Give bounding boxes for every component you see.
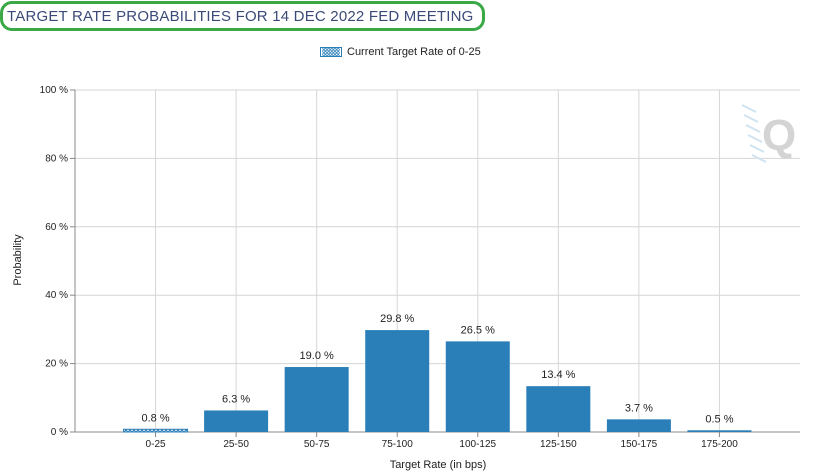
q-watermark-icon: Q: [741, 104, 796, 163]
legend-swatch-hatched: [320, 47, 342, 57]
y-tick-label: 60 %: [45, 222, 68, 233]
legend: Current Target Rate of 0-25: [320, 46, 481, 58]
bar-100-125: [445, 341, 510, 432]
chart-title: TARGET RATE PROBABILITIES FOR 14 DEC 202…: [7, 7, 474, 25]
bar-value-label: 26.5 %: [461, 324, 495, 336]
bar-value-label: 0.8 %: [141, 412, 169, 424]
y-tick-label: 0 %: [51, 427, 68, 438]
y-tick-label: 100 %: [40, 85, 68, 96]
x-tick-label: 125-150: [540, 439, 577, 450]
y-tick-label: 40 %: [45, 290, 68, 301]
x-tick-label: 150-175: [621, 439, 658, 450]
bar-value-label: 6.3 %: [222, 393, 250, 405]
x-tick-label: 100-125: [459, 439, 496, 450]
bar-0-25: [123, 428, 189, 433]
y-axis-label: Probability: [12, 234, 24, 286]
y-tick-label: 20 %: [45, 359, 68, 370]
x-tick-label: 50-75: [304, 439, 330, 450]
bar-value-label: 13.4 %: [541, 369, 575, 381]
legend-label: Current Target Rate of 0-25: [347, 46, 481, 58]
bar-175-200: [687, 430, 752, 432]
bar-125-150: [526, 386, 591, 432]
x-tick-label: 25-50: [223, 439, 249, 450]
bar-value-label: 29.8 %: [380, 313, 414, 325]
bar-value-label: 3.7 %: [625, 402, 653, 414]
y-tick-label: 80 %: [45, 153, 68, 164]
bar-value-label: 0.5 %: [705, 413, 733, 425]
chart-title-box: TARGET RATE PROBABILITIES FOR 14 DEC 202…: [0, 1, 485, 31]
bar-value-label: 19.0 %: [300, 350, 334, 362]
x-axis-label: Target Rate (in bps): [390, 459, 487, 471]
bar-50-75: [284, 367, 349, 432]
x-tick-label: 175-200: [701, 439, 738, 450]
q-watermark-letter: Q: [762, 111, 796, 160]
bar-75-100: [365, 330, 430, 432]
x-tick-label: 75-100: [382, 439, 414, 450]
bar-25-50: [204, 410, 269, 432]
x-tick-label: 0-25: [146, 439, 166, 450]
bar-150-175: [606, 419, 671, 432]
